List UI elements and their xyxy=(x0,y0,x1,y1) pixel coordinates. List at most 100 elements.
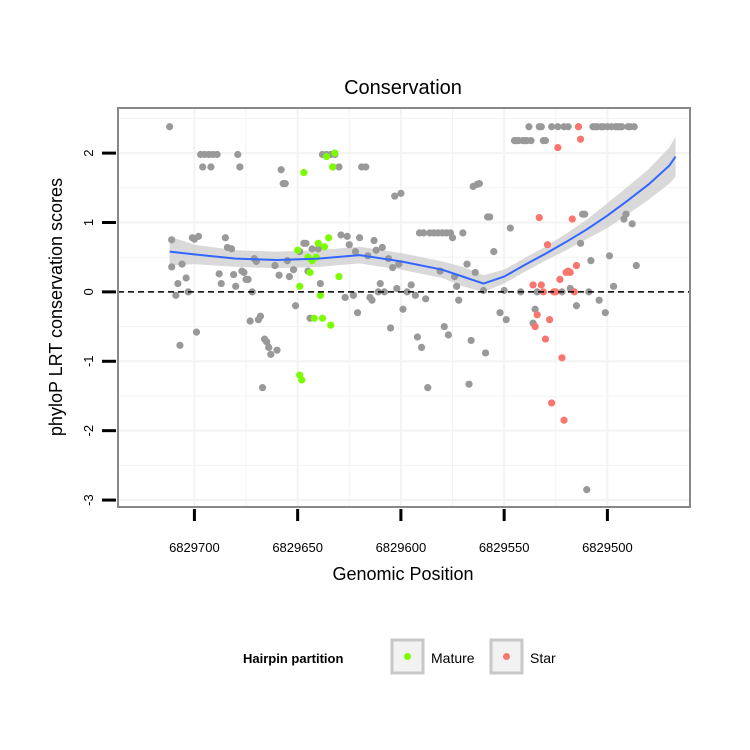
star-point xyxy=(537,281,545,289)
other-point xyxy=(496,309,504,317)
other-point xyxy=(376,279,384,288)
other-point xyxy=(440,322,448,331)
other-point xyxy=(372,246,380,254)
other-point xyxy=(444,331,452,339)
legend-title: Hairpin partition xyxy=(243,651,343,666)
other-point xyxy=(465,380,473,388)
mature-point xyxy=(331,149,339,157)
other-point xyxy=(168,236,176,244)
other-point xyxy=(448,234,457,242)
other-point xyxy=(424,384,432,392)
mature-point xyxy=(329,163,337,171)
other-point xyxy=(356,234,364,242)
star-point xyxy=(568,215,576,223)
other-point xyxy=(194,232,203,240)
star-point xyxy=(558,354,566,362)
other-point xyxy=(271,261,279,270)
x-tick-label: 6829500 xyxy=(582,540,633,555)
other-point xyxy=(240,268,248,277)
star-point xyxy=(543,241,552,249)
y-axis: -3 -2 -1 0 1 2 xyxy=(81,149,116,506)
other-point xyxy=(176,341,184,349)
other-point xyxy=(199,163,207,171)
other-point xyxy=(386,324,395,332)
legend-label-star: Star xyxy=(530,650,556,666)
legend-dot-mature xyxy=(404,653,411,660)
other-point xyxy=(541,137,550,145)
other-point xyxy=(583,486,591,494)
other-point xyxy=(256,312,265,320)
mature-point xyxy=(294,246,302,254)
other-point xyxy=(370,236,378,245)
other-point xyxy=(273,346,281,354)
other-point xyxy=(576,239,585,247)
y-tick-label: 1 xyxy=(81,219,96,226)
other-point xyxy=(166,123,174,131)
mature-point xyxy=(314,239,322,247)
other-point xyxy=(411,291,419,299)
other-point xyxy=(341,293,349,302)
star-point xyxy=(535,214,543,222)
other-point xyxy=(459,229,467,237)
other-point xyxy=(265,343,273,351)
other-point xyxy=(221,234,229,242)
other-point xyxy=(192,328,201,336)
other-point xyxy=(227,245,236,253)
star-point xyxy=(552,288,560,296)
legend-dot-star xyxy=(503,653,510,660)
other-point xyxy=(479,286,488,295)
other-point xyxy=(587,257,595,265)
star-point xyxy=(572,261,581,270)
other-point xyxy=(630,123,638,131)
other-point xyxy=(486,213,494,221)
x-tick-label: 6829700 xyxy=(169,540,220,555)
star-point xyxy=(560,416,568,424)
other-point xyxy=(463,260,471,268)
other-point xyxy=(275,271,283,279)
other-point xyxy=(537,123,545,131)
other-point xyxy=(337,231,345,239)
other-point xyxy=(420,229,428,237)
other-point xyxy=(258,384,267,392)
other-point xyxy=(217,279,225,288)
other-point xyxy=(628,220,636,228)
x-tick-label: 6829550 xyxy=(479,540,530,555)
star-point xyxy=(576,135,585,143)
x-tick-label: 6829600 xyxy=(376,540,427,555)
other-point xyxy=(207,163,215,171)
mature-point xyxy=(310,314,318,322)
other-point xyxy=(232,282,240,290)
other-point xyxy=(267,350,275,358)
other-point xyxy=(618,123,626,131)
y-tick-label: 2 xyxy=(81,149,96,156)
other-point xyxy=(289,266,298,274)
y-axis-title: phyloP LRT conservation scores xyxy=(46,178,66,436)
mature-point xyxy=(316,291,324,299)
plot-panel xyxy=(118,108,690,507)
other-point xyxy=(335,163,343,171)
other-point xyxy=(581,210,589,218)
other-point xyxy=(413,333,422,341)
other-point xyxy=(609,282,618,290)
other-point xyxy=(453,282,461,290)
other-point xyxy=(389,264,397,272)
other-point xyxy=(490,248,498,256)
other-point xyxy=(349,291,358,299)
mature-point xyxy=(320,243,329,251)
other-point xyxy=(395,260,403,268)
mature-point xyxy=(318,314,327,322)
star-point xyxy=(570,288,578,296)
x-tick-label: 6829650 xyxy=(272,540,323,555)
other-point xyxy=(527,137,535,145)
other-point xyxy=(285,273,293,281)
other-point xyxy=(500,286,508,295)
other-point xyxy=(378,243,386,252)
mature-point xyxy=(306,268,314,277)
other-point xyxy=(417,343,426,351)
other-point xyxy=(393,284,401,293)
other-point xyxy=(595,296,603,304)
x-axis: 6829700 6829650 6829600 6829550 6829500 xyxy=(169,509,633,555)
other-point xyxy=(215,270,223,278)
confidence-band xyxy=(169,136,676,292)
other-point xyxy=(230,270,238,279)
